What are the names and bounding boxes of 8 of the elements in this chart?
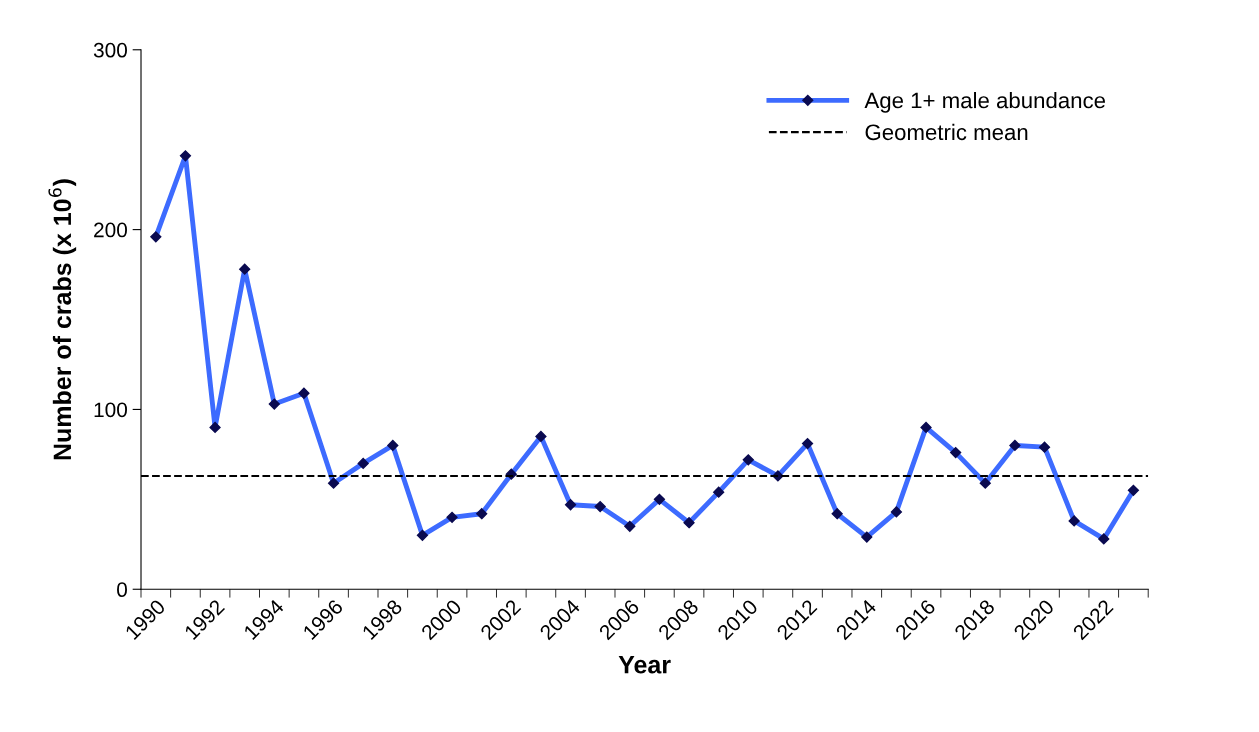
legend-label: Geometric mean bbox=[865, 123, 1028, 141]
y-tick-label: 100 bbox=[94, 402, 127, 418]
legend-label: Age 1+ male abundance bbox=[864, 92, 1106, 113]
y-tick-label: 200 bbox=[94, 222, 127, 238]
x-axis-title: Year bbox=[618, 656, 671, 674]
y-axis-title: Number of crabs (x 10$^{6}$) bbox=[48, 179, 77, 460]
y-tick-label: 300 bbox=[93, 42, 127, 58]
y-tick-label: 0 bbox=[117, 582, 127, 598]
